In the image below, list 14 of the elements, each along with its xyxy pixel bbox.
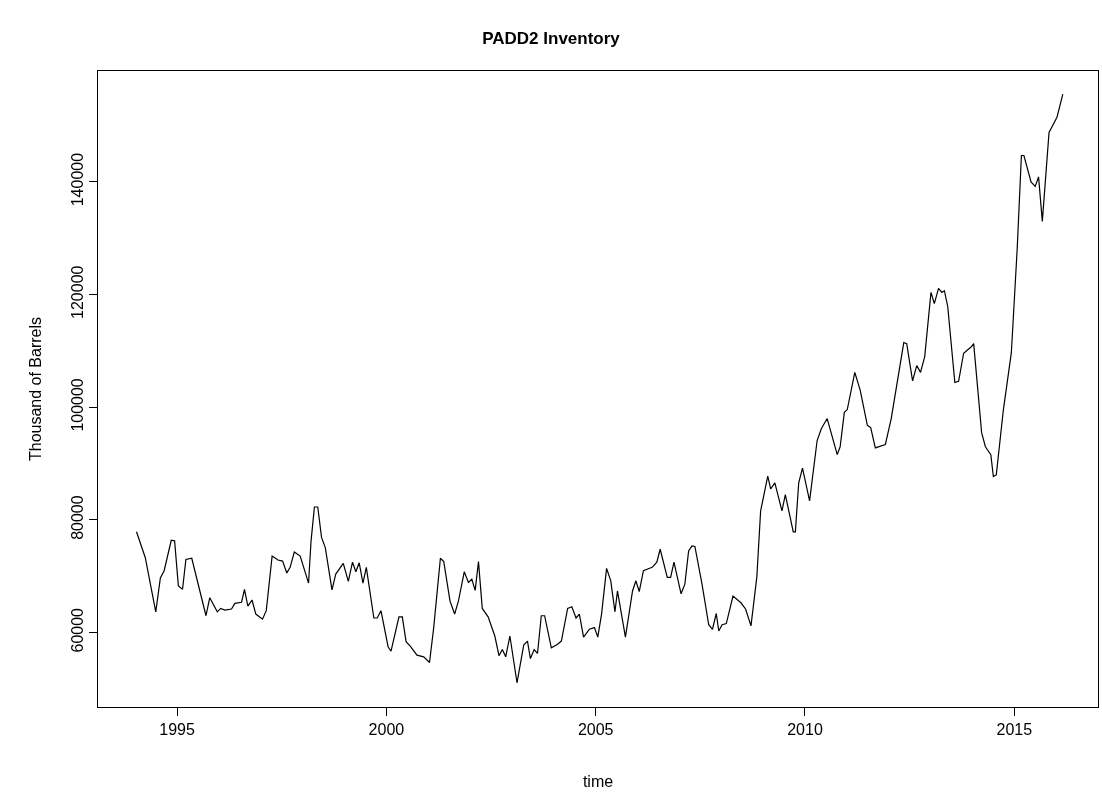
x-tick-label: 2010 xyxy=(787,721,823,739)
x-tick-label: 2005 xyxy=(577,721,614,739)
y-axis-title: Thousand of Barrels xyxy=(27,316,45,462)
x-tick-label: 2015 xyxy=(996,721,1033,739)
x-tick-label: 2000 xyxy=(368,721,405,739)
y-tick-label: 120000 xyxy=(68,265,86,319)
chart-title: PADD2 Inventory xyxy=(482,29,621,49)
line-series xyxy=(135,93,1064,684)
x-axis-title: time xyxy=(582,772,614,790)
x-tick-label: 1995 xyxy=(159,721,196,739)
y-tick-label: 140000 xyxy=(68,152,86,207)
y-tick-label: 100000 xyxy=(68,378,86,432)
y-tick-label: 80000 xyxy=(68,495,86,540)
y-tick-label: 60000 xyxy=(68,607,86,653)
